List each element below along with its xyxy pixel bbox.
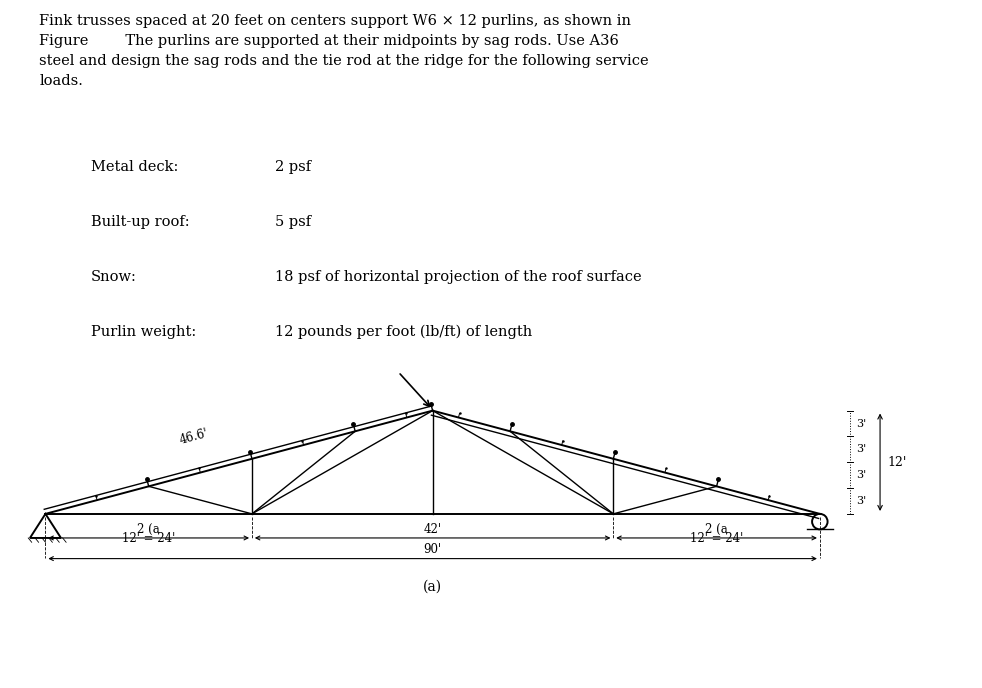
Text: 12' = 24': 12' = 24' — [122, 533, 176, 546]
Text: 18 psf of horizontal projection of the roof surface: 18 psf of horizontal projection of the r… — [275, 270, 641, 284]
Text: Fink trusses spaced at 20 feet on centers support W6 × 12 purlins, as shown in
F: Fink trusses spaced at 20 feet on center… — [39, 14, 649, 88]
Text: 5 psf: 5 psf — [275, 215, 311, 229]
Text: 42': 42' — [423, 523, 442, 536]
Text: 3': 3' — [856, 418, 866, 429]
Text: 3': 3' — [856, 444, 866, 454]
Text: 12' = 24': 12' = 24' — [690, 533, 743, 546]
Text: Snow:: Snow: — [91, 270, 137, 284]
Text: 3': 3' — [856, 470, 866, 480]
Text: Metal deck:: Metal deck: — [91, 160, 179, 174]
Text: 2 psf: 2 psf — [275, 160, 311, 174]
Text: 90': 90' — [423, 544, 442, 557]
Text: 46.6': 46.6' — [178, 427, 210, 447]
Text: Purlin weight:: Purlin weight: — [91, 325, 196, 339]
Text: 2 (a: 2 (a — [705, 523, 728, 536]
Text: Built-up roof:: Built-up roof: — [91, 215, 190, 229]
Text: 2 (a: 2 (a — [137, 523, 160, 536]
Text: 12': 12' — [887, 455, 906, 469]
Text: 3': 3' — [856, 496, 866, 506]
Text: 12 pounds per foot (lb/ft) of length: 12 pounds per foot (lb/ft) of length — [275, 325, 532, 339]
Text: (a): (a) — [423, 580, 442, 594]
